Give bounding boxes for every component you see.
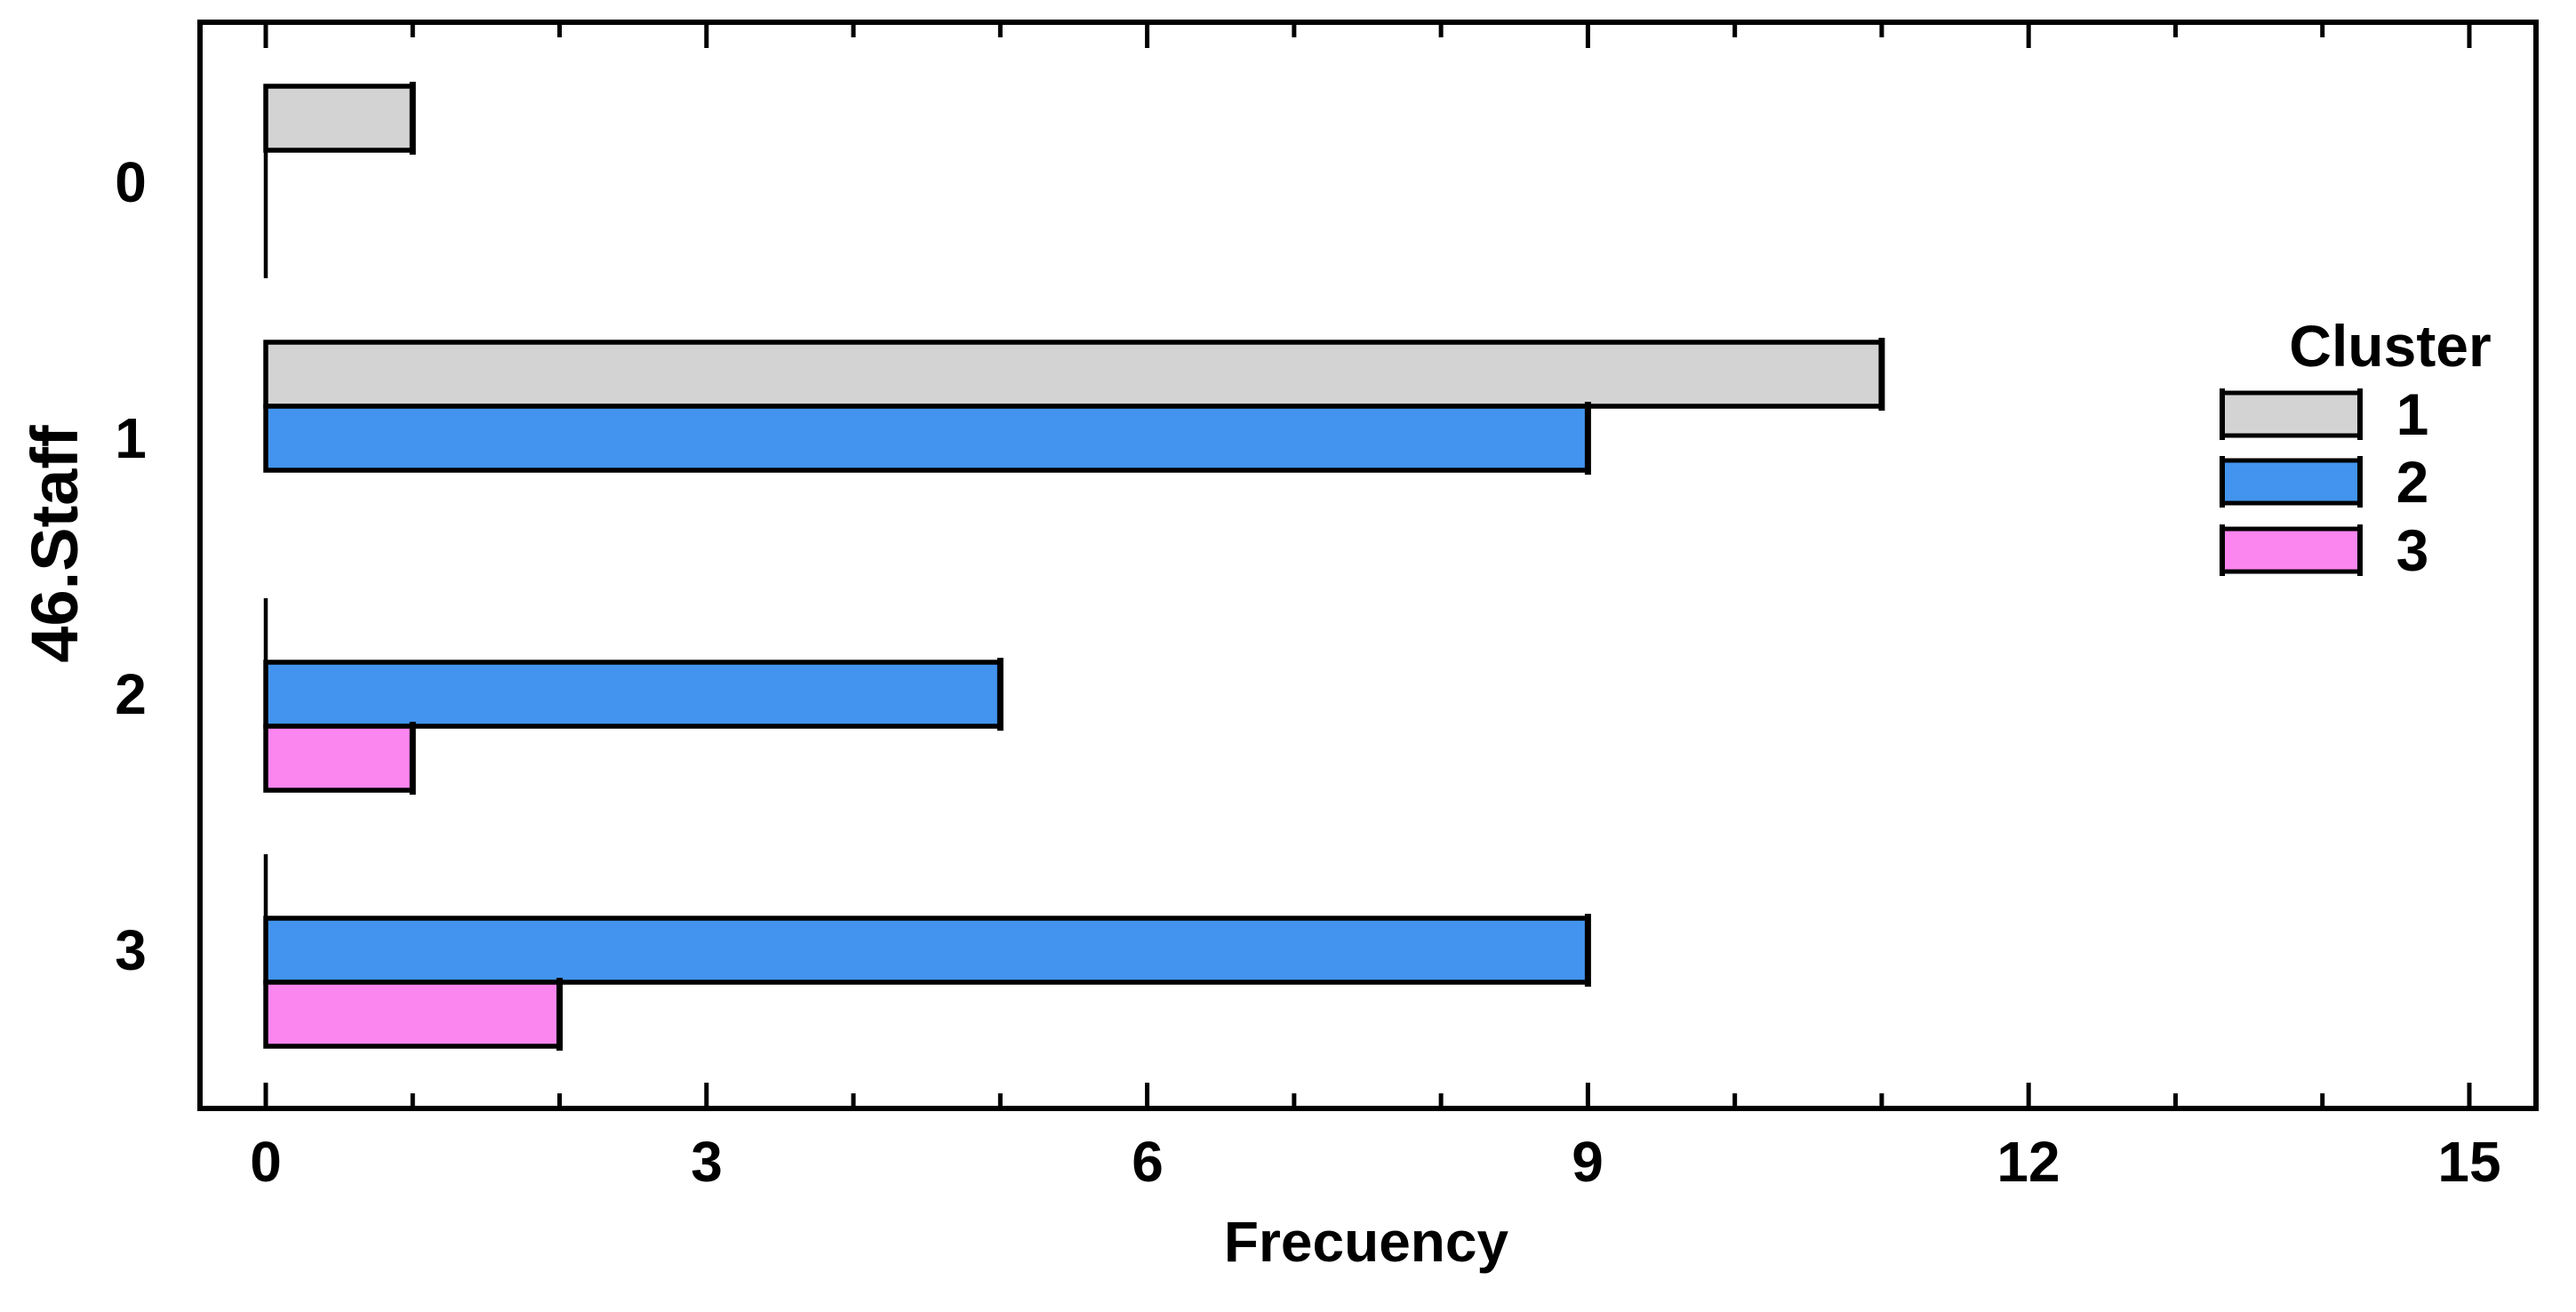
- x-tick-label-15: 15: [2437, 1130, 2501, 1194]
- legend-label-cluster-3: 3: [2396, 517, 2429, 583]
- x-tick-label-9: 9: [1572, 1130, 1604, 1194]
- y-tick-label-0: 0: [115, 150, 147, 214]
- y-tick-label-2: 2: [115, 662, 147, 726]
- bar-category-2-cluster-3: [263, 724, 416, 793]
- x-tick-label-6: 6: [1132, 1130, 1164, 1194]
- bar-category-1-cluster-1: [263, 340, 1884, 409]
- x-tick-label-3: 3: [691, 1130, 723, 1194]
- bar-category-0-cluster-1: [263, 84, 416, 153]
- bar-category-2-cluster-2: [263, 660, 1004, 729]
- y-tick-label-1: 1: [115, 406, 147, 470]
- x-tick-label-12: 12: [1996, 1130, 2060, 1194]
- bar-category-3-cluster-3: [263, 980, 563, 1049]
- x-axis-title: Frecuency: [1223, 1210, 1509, 1274]
- legend-swatch-cluster-3: [2220, 526, 2363, 574]
- bar-category-1-cluster-2: [263, 404, 1591, 473]
- x-tick-label-0: 0: [250, 1130, 282, 1194]
- legend-label-cluster-1: 1: [2396, 381, 2429, 447]
- legend-label-cluster-2: 2: [2396, 449, 2429, 515]
- bar-category-3-cluster-2: [263, 916, 1591, 985]
- legend-swatch-cluster-1: [2220, 390, 2363, 438]
- y-axis-title: 46.Staff: [18, 425, 92, 663]
- y-tick-label-3: 3: [115, 918, 147, 982]
- legend-swatch-cluster-2: [2220, 458, 2363, 506]
- legend-title: Cluster: [2289, 313, 2492, 379]
- plot-border: [197, 20, 2539, 1111]
